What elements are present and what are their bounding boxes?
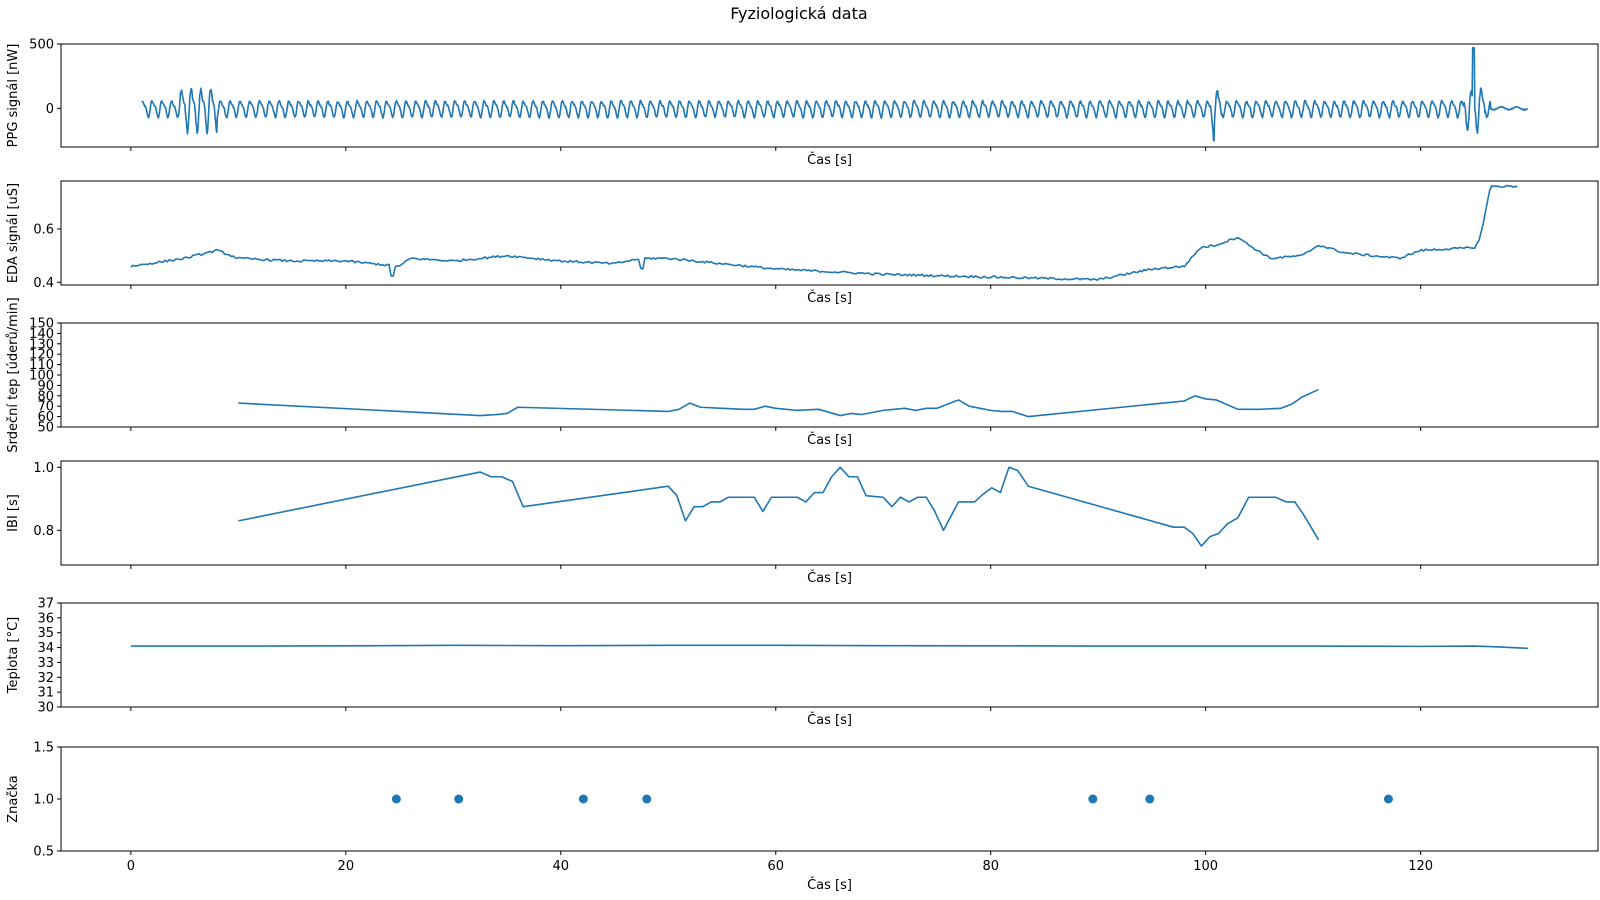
y-tick-label: 31: [37, 686, 54, 701]
axes-frame: [60, 180, 1599, 286]
y-tick-label: 37: [37, 597, 54, 612]
x-tick-label: 0: [127, 859, 135, 874]
y-tick-label: 32: [37, 671, 54, 686]
x-axis-label: Čas [s]: [807, 152, 852, 168]
y-tick-label: 0: [46, 102, 54, 117]
x-tick-label: 80: [982, 859, 999, 874]
y-axis-label: PPG signál [nW]: [6, 44, 21, 148]
data-point: [1088, 794, 1098, 804]
y-axis-label: EDA signál [uS]: [6, 183, 21, 283]
x-tick-label: 60: [767, 859, 784, 874]
axes-frame: [60, 602, 1599, 708]
x-axis-label: Čas [s]: [807, 432, 852, 448]
x-axis-label: Čas [s]: [807, 290, 852, 306]
data-point: [1145, 794, 1155, 804]
y-tick-label: 60: [37, 410, 54, 425]
subplot-2: 0.4 0.6 Čas [s] EDA signál [uS]: [6, 180, 1599, 306]
x-tick-label: 40: [553, 859, 570, 874]
y-tick-label: 130: [29, 337, 54, 352]
data-line: [130, 644, 1529, 650]
y-tick-label: 1.0: [33, 461, 54, 476]
y-tick-label: 100: [29, 369, 54, 384]
data-point: [391, 794, 401, 804]
y-tick-label: 33: [37, 656, 54, 671]
x-tick-label: 20: [338, 859, 355, 874]
x-tick-label: 120: [1408, 859, 1433, 874]
y-tick-label: 500: [29, 38, 54, 53]
axes-frame: [60, 322, 1599, 428]
axes-frame: [60, 43, 1599, 148]
figure-title: Fyziologická data: [730, 4, 867, 23]
data-line: [238, 388, 1319, 418]
y-tick-label: 110: [29, 358, 54, 373]
y-tick-label: 70: [37, 400, 54, 415]
axes-frame: [60, 460, 1599, 566]
y-tick-label: 1.0: [33, 793, 54, 808]
y-tick-label: 30: [37, 701, 54, 716]
y-tick-label: 0.4: [33, 276, 54, 291]
y-tick-label: 34: [37, 641, 54, 656]
data-point: [578, 794, 588, 804]
data-point: [1383, 794, 1393, 804]
y-tick-label: 0.6: [33, 223, 54, 238]
y-tick-label: 1.5: [33, 741, 54, 756]
y-tick-label: 0.5: [33, 845, 54, 860]
y-axis-label: Srdeční tep [úderů/min]: [6, 297, 21, 452]
data-point: [454, 794, 464, 804]
y-tick-label: 35: [37, 626, 54, 641]
data-point: [642, 794, 652, 804]
y-tick-label: 140: [29, 327, 54, 342]
y-axis-label: Značka: [6, 775, 21, 823]
y-axis-label: IBI [s]: [6, 494, 21, 532]
y-tick-label: 120: [29, 348, 54, 363]
y-axis-label: Teplota [°C]: [6, 617, 21, 694]
y-tick-label: 80: [37, 389, 54, 404]
x-tick-label: 100: [1193, 859, 1218, 874]
y-tick-label: 0.8: [33, 524, 54, 539]
y-tick-label: 50: [37, 421, 54, 436]
y-tick-label: 36: [37, 611, 54, 626]
data-line: [130, 184, 1518, 282]
x-axis-label: Čas [s]: [807, 712, 852, 728]
y-tick-label: 90: [37, 379, 54, 394]
y-tick-label: 150: [29, 317, 54, 332]
data-line: [238, 466, 1320, 547]
x-axis-label: Čas [s]: [807, 570, 852, 586]
data-line: [141, 47, 1529, 142]
subplot-1: 0 500 Čas [s] PPG signál [nW]: [6, 38, 1599, 168]
x-axis-label: Čas [s]: [807, 877, 852, 893]
subplot-4: 0.8 1.0 Čas [s] IBI [s]: [6, 460, 1599, 586]
axes-frame: [60, 746, 1599, 852]
subplot-6: 0 20 40 60 80 100 120 0.5 1.0 1.5 Čas [s] Značka: [6, 741, 1599, 893]
